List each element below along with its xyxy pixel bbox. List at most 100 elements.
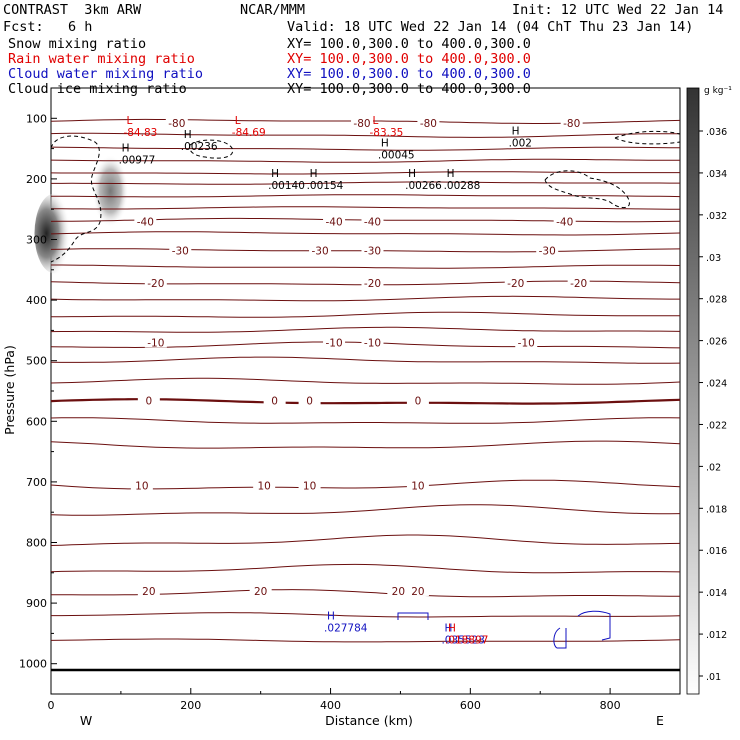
- temperature-contour: [51, 264, 681, 269]
- contour-label-bg: [253, 479, 276, 491]
- extremum-value: -84.69: [232, 127, 266, 139]
- contour-label-bg: [144, 277, 167, 289]
- contour-label: 20: [142, 586, 155, 598]
- x-end-label-west: W: [80, 713, 92, 728]
- contour-label: -20: [507, 278, 524, 290]
- colorbar: [686, 87, 700, 695]
- temperature-contour: [50, 479, 681, 490]
- contour-label: 10: [303, 481, 316, 493]
- temperature-contour: [50, 377, 681, 385]
- contour-label-bg: [263, 394, 286, 406]
- y-tick-label: 300: [26, 234, 47, 247]
- contour-label-bg: [137, 394, 160, 406]
- y-tick-label: 400: [26, 294, 47, 307]
- colorbar-tick-label: .034: [706, 169, 727, 180]
- y-tick-label: 1000: [19, 658, 47, 671]
- extremum-value: -83.35: [369, 127, 403, 139]
- contour-label-bg: [249, 584, 272, 596]
- contour-label-bg: [361, 336, 384, 348]
- contour-label: 0: [415, 396, 422, 408]
- legend-snow-xy: XY= 100.0,300.0 to 400.0,300.0: [287, 36, 531, 52]
- contour-label: -10: [147, 338, 164, 350]
- contour-label-bg: [165, 117, 188, 129]
- header-init: Init: 12 UTC Wed 22 Jan 14: [512, 2, 724, 18]
- cloud-water-contour: [397, 612, 429, 620]
- contour-label-bg: [417, 117, 440, 129]
- cloud-water-contour: [553, 627, 567, 649]
- legend-cloud-ice-label: Cloud ice mixing ratio: [8, 81, 187, 97]
- colorbar-tick-label: .022: [706, 420, 727, 431]
- colorbar-tick-label: .01: [706, 672, 721, 683]
- temperature-contour: [50, 295, 680, 302]
- extremum-value: .00140: [268, 180, 305, 192]
- extremum-value: .027784: [324, 622, 368, 634]
- temperature-contour: [50, 563, 681, 574]
- header-fcst: Fcst: 6 h: [3, 19, 93, 35]
- contour-label-bg: [567, 277, 590, 289]
- y-tick-label: 800: [26, 537, 47, 550]
- contour-label: -10: [325, 338, 342, 350]
- extremum-mark: H: [327, 610, 335, 622]
- x-tick-label: 800: [600, 699, 621, 712]
- temperature-contour: [50, 638, 681, 643]
- temperature-contour: [50, 534, 681, 546]
- contour-label: 0: [271, 396, 278, 408]
- extremum-mark: H: [444, 622, 452, 634]
- extremum-value: .00288: [444, 180, 481, 192]
- extremum-mark: H: [381, 138, 389, 150]
- contour-label: -10: [364, 338, 381, 350]
- contour-label: 0: [306, 396, 313, 408]
- y-tick-label: 100: [26, 112, 47, 125]
- extremum-mark: H: [184, 129, 192, 141]
- x-tick-label: 400: [320, 699, 341, 712]
- cloud-ice-contour: [614, 130, 681, 145]
- contour-label-bg: [144, 336, 167, 348]
- temperature-contour: [51, 311, 680, 318]
- contour-label-bg: [309, 244, 332, 256]
- temperature-contour: [50, 171, 680, 175]
- contour-label-bg: [137, 584, 160, 596]
- extremum-value: .00266: [405, 180, 442, 192]
- colorbar-tick-label: .024: [706, 379, 727, 390]
- contour-label-bg: [361, 244, 384, 256]
- contour-label: -20: [364, 278, 381, 290]
- temperature-contour: [50, 206, 680, 210]
- y-axis-label: Pressure (hPa): [2, 345, 17, 435]
- plot-frame: [50, 87, 681, 695]
- legend-rain-xy: XY= 100.0,300.0 to 400.0,300.0: [287, 51, 531, 67]
- temperature-contour: [50, 326, 681, 333]
- extremum-value: .002: [509, 138, 532, 150]
- contour-label-bg: [536, 244, 559, 256]
- extremum-mark: H: [408, 168, 416, 180]
- contour-label-bg: [387, 584, 410, 596]
- contour-label: -30: [172, 245, 189, 257]
- header-valid: Valid: 18 UTC Wed 22 Jan 14 (04 ChT Thu …: [287, 19, 694, 35]
- x-tick-label: 0: [48, 699, 55, 712]
- contour-label: 20: [392, 586, 405, 598]
- y-tick-label: 200: [26, 173, 47, 186]
- header-center: NCAR/MMM: [240, 2, 306, 18]
- legend-cloud-ice-xy: XY= 100.0,300.0 to 400.0,300.0: [287, 81, 531, 97]
- y-tick-label: 600: [26, 415, 47, 428]
- header-title: CONTRAST 3km ARW: [3, 2, 142, 18]
- temperature-contour: [50, 504, 681, 516]
- x-end-label-east: E: [656, 713, 664, 728]
- contour-label-bg: [553, 215, 576, 227]
- temperature-contour: [50, 146, 681, 151]
- legend-rain-label: Rain water mixing ratio: [8, 51, 195, 67]
- contour-label: 10: [411, 481, 424, 493]
- contour-label-bg: [406, 584, 429, 596]
- legend-cloud-water-xy: XY= 100.0,300.0 to 400.0,300.0: [287, 66, 531, 82]
- extremum-mark: H: [271, 168, 279, 180]
- contour-label: 20: [411, 586, 424, 598]
- contour-label: -80: [353, 118, 370, 130]
- contour-label: -40: [364, 216, 381, 228]
- colorbar-tick-label: .036: [706, 127, 727, 138]
- contour-label: -20: [570, 278, 587, 290]
- extremum-value: .00154: [307, 180, 344, 192]
- x-tick-label: 600: [460, 699, 481, 712]
- colorbar-tick-label: .014: [706, 588, 727, 599]
- extremum-mark: H: [122, 143, 130, 155]
- temperature-contour: [51, 612, 681, 618]
